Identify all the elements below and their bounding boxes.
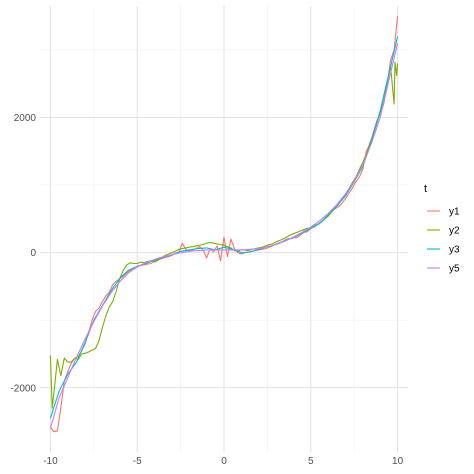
plot-series [49,16,399,433]
x-tick-label: -5 [133,456,142,467]
y-tick-label: -2000 [10,383,36,394]
y-axis-tick-labels: -2000 0 2000 [10,113,36,394]
legend-label-y3: y3 [449,245,460,256]
x-tick-label: 10 [392,456,404,467]
x-tick-label: 5 [308,456,314,467]
legend: t y1 y2 y3 y5 [424,183,460,277]
legend-label-y5: y5 [449,264,460,275]
x-axis-tick-labels: -10 -5 0 5 10 [43,456,403,467]
legend-label-y1: y1 [449,207,460,218]
y-tick-label: 0 [30,248,36,259]
x-tick-label: 0 [221,456,227,467]
series-line-y5 [49,43,399,429]
legend-label-y2: y2 [449,226,460,237]
series-line-y3 [49,36,399,419]
legend-title: t [424,183,427,195]
plot-grid [40,6,408,452]
y-tick-label: 2000 [14,113,37,124]
x-tick-label: -10 [43,456,58,467]
series-line-y1 [49,16,399,433]
